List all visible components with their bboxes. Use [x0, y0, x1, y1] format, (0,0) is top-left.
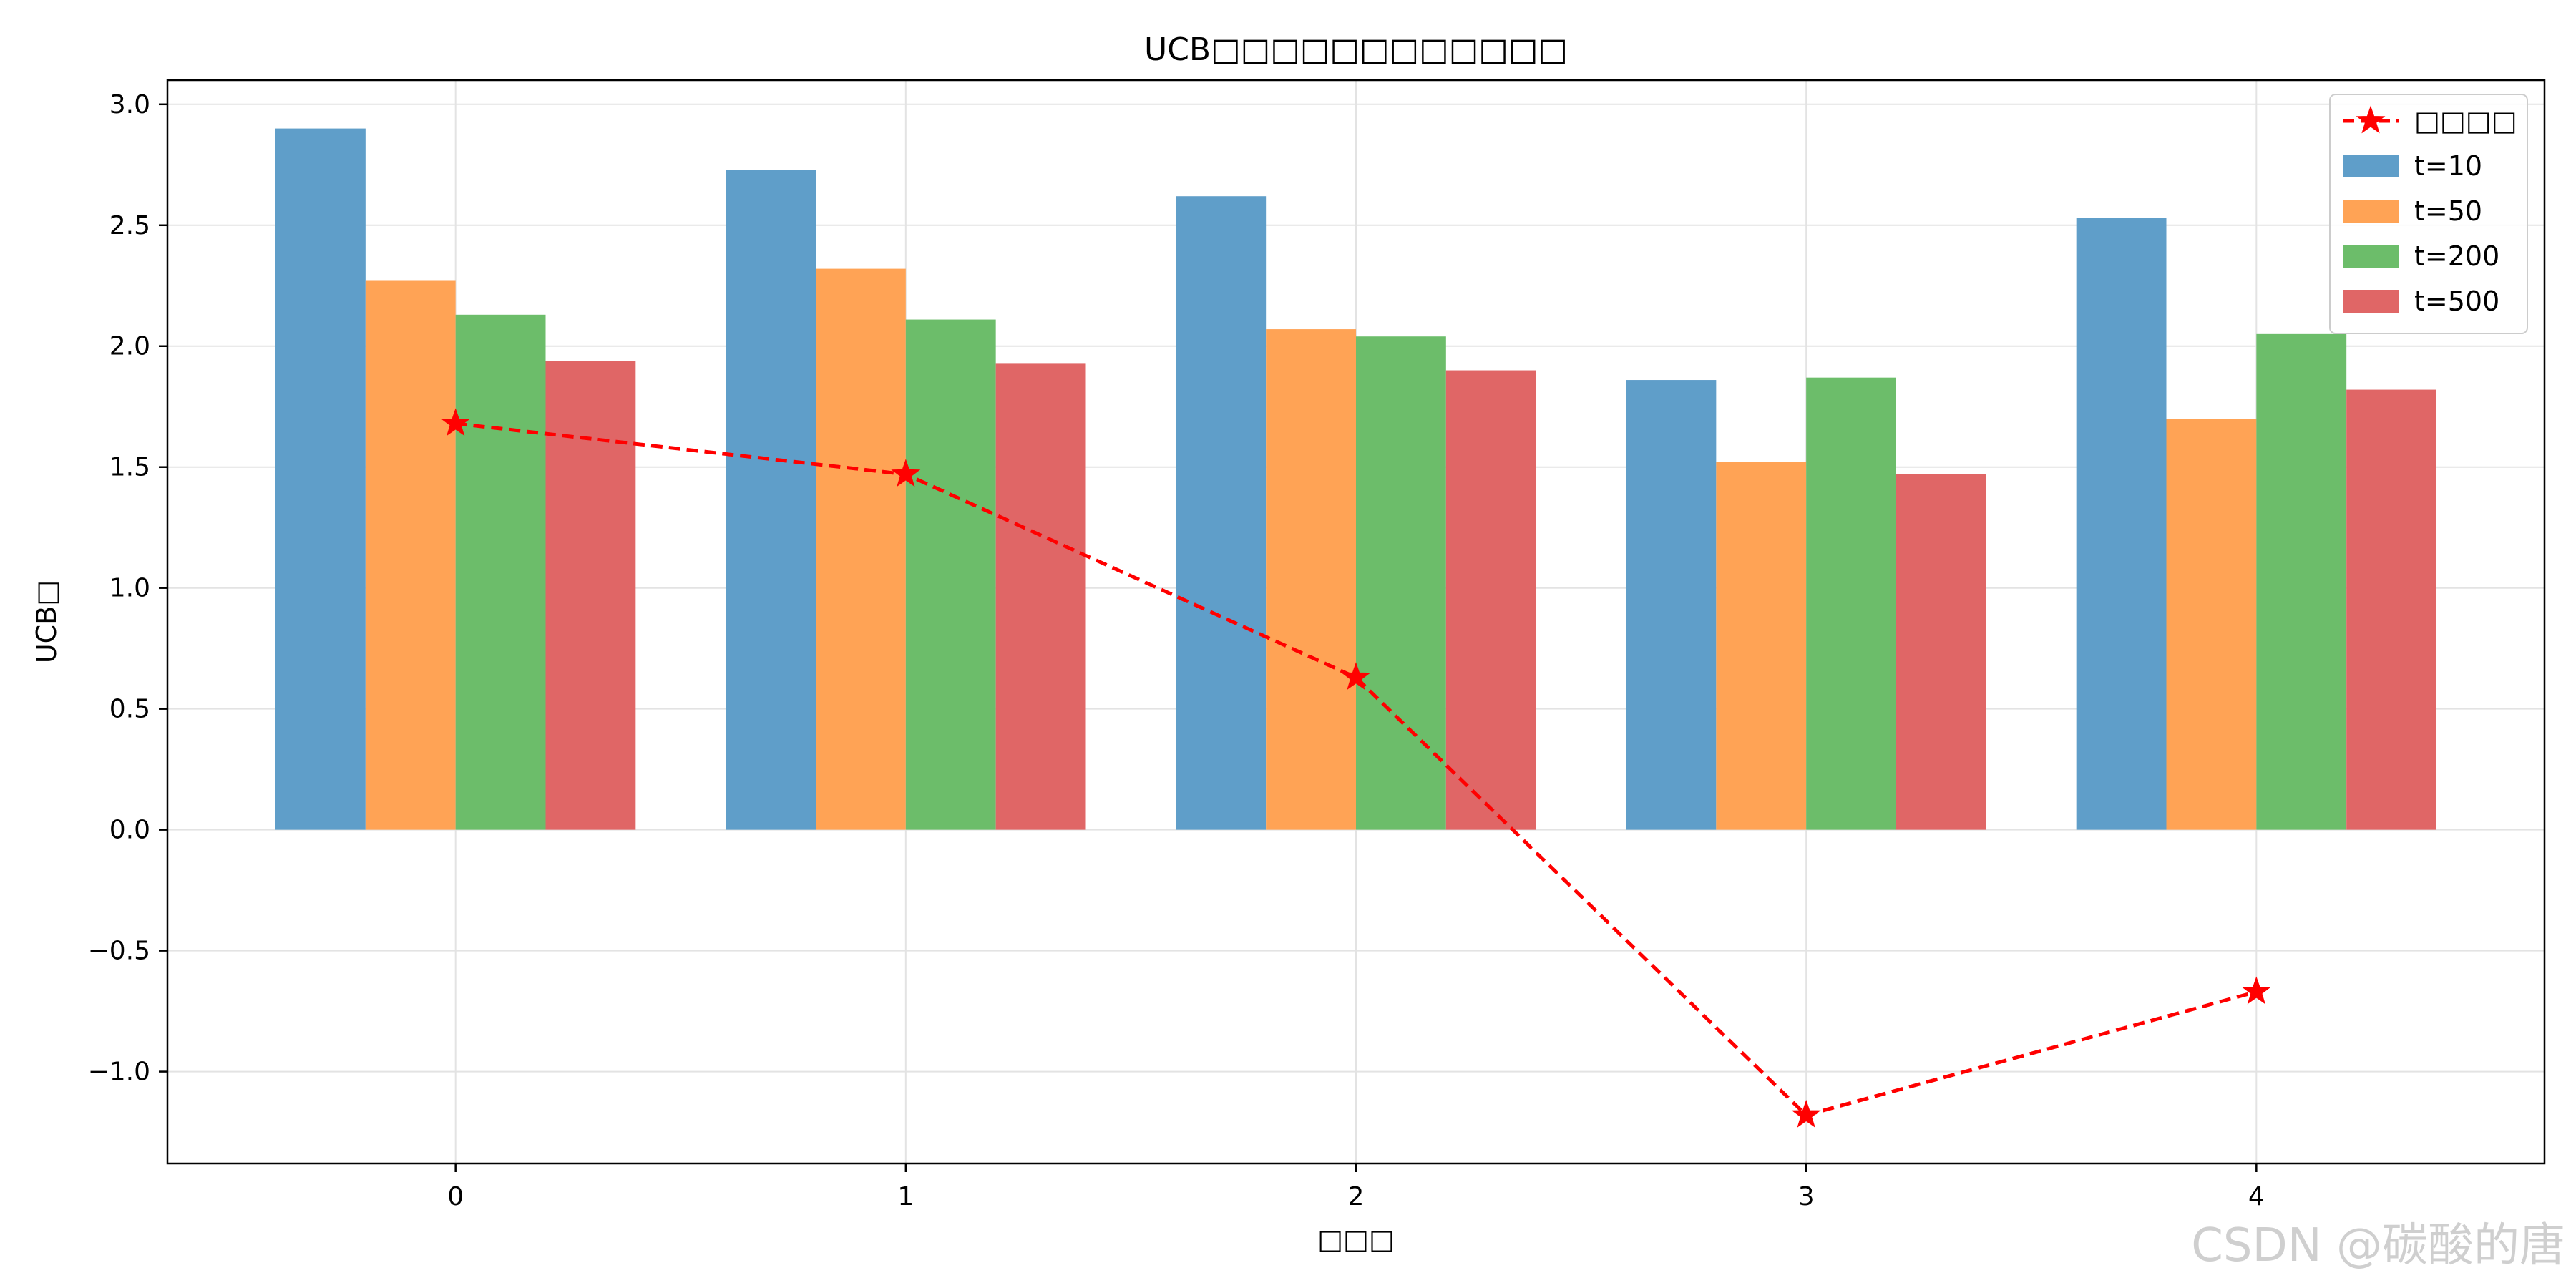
legend: □□□□ t=10 t=50 t=200 t=500	[2329, 94, 2528, 334]
y-tick-label: −1.0	[88, 1058, 150, 1087]
legend-label: □□□□	[2414, 105, 2517, 137]
legend-label: t=200	[2414, 240, 2499, 272]
x-tick-label: 3	[1798, 1182, 1815, 1211]
line-point-star	[891, 459, 921, 487]
y-tick-label: 0.5	[109, 695, 150, 724]
x-tick-label: 1	[897, 1182, 914, 1211]
y-tick-label: 1.5	[109, 453, 150, 482]
line-point-star	[441, 408, 471, 436]
bar	[1896, 474, 1986, 830]
legend-swatch	[2343, 290, 2399, 313]
bar	[995, 363, 1086, 830]
bar	[1176, 196, 1267, 830]
bar	[2076, 218, 2167, 830]
legend-swatch	[2343, 245, 2399, 268]
bar	[726, 170, 816, 830]
x-tick-label: 4	[2248, 1182, 2265, 1211]
bar	[1716, 462, 1807, 830]
bar	[1356, 336, 1446, 830]
legend-box	[2329, 94, 2528, 334]
bar	[2166, 419, 2257, 830]
y-tick-label: 2.0	[109, 332, 150, 361]
bar	[2256, 333, 2347, 830]
line-point-star	[2241, 976, 2271, 1005]
line-series	[441, 408, 2271, 1128]
y-tick-label: −0.5	[88, 937, 150, 966]
bar	[1626, 380, 1717, 830]
y-tick-label: 2.5	[109, 211, 150, 240]
watermark-text: CSDN @碳酸的唐	[2191, 1219, 2565, 1272]
y-tick-label: 3.0	[109, 90, 150, 119]
bar	[1266, 329, 1356, 830]
y-tick-label: 1.0	[109, 574, 150, 603]
bar	[1445, 370, 1536, 830]
legend-label: t=10	[2414, 150, 2482, 182]
legend-star-icon	[2356, 105, 2386, 134]
x-axis-label: □□□	[1317, 1224, 1395, 1255]
bar	[545, 361, 636, 830]
line-point-star	[1791, 1099, 1821, 1128]
x-axis: 0 1 2 3 4	[447, 1163, 2265, 1211]
line-point-star	[1341, 662, 1371, 691]
y-tick-label: 0.0	[109, 816, 150, 845]
chart-title: UCB□□□□□□□□□□□□	[1144, 31, 1568, 68]
bar	[455, 314, 546, 830]
bar	[905, 319, 996, 830]
x-tick-label: 0	[447, 1182, 464, 1211]
bar	[275, 128, 366, 830]
bar	[365, 280, 456, 830]
bar	[816, 268, 906, 830]
y-axis-label: UCB□	[31, 580, 62, 663]
legend-swatch	[2343, 200, 2399, 223]
legend-label: t=500	[2414, 286, 2499, 317]
legend-label: t=50	[2414, 195, 2482, 227]
legend-swatch	[2343, 155, 2399, 177]
bar	[2346, 389, 2436, 830]
bar	[1806, 377, 1896, 830]
y-axis: 3.0 2.5 2.0 1.5 1.0 0.5 0.0 −0.5 −1.0	[88, 90, 167, 1087]
x-tick-label: 2	[1348, 1182, 1365, 1211]
